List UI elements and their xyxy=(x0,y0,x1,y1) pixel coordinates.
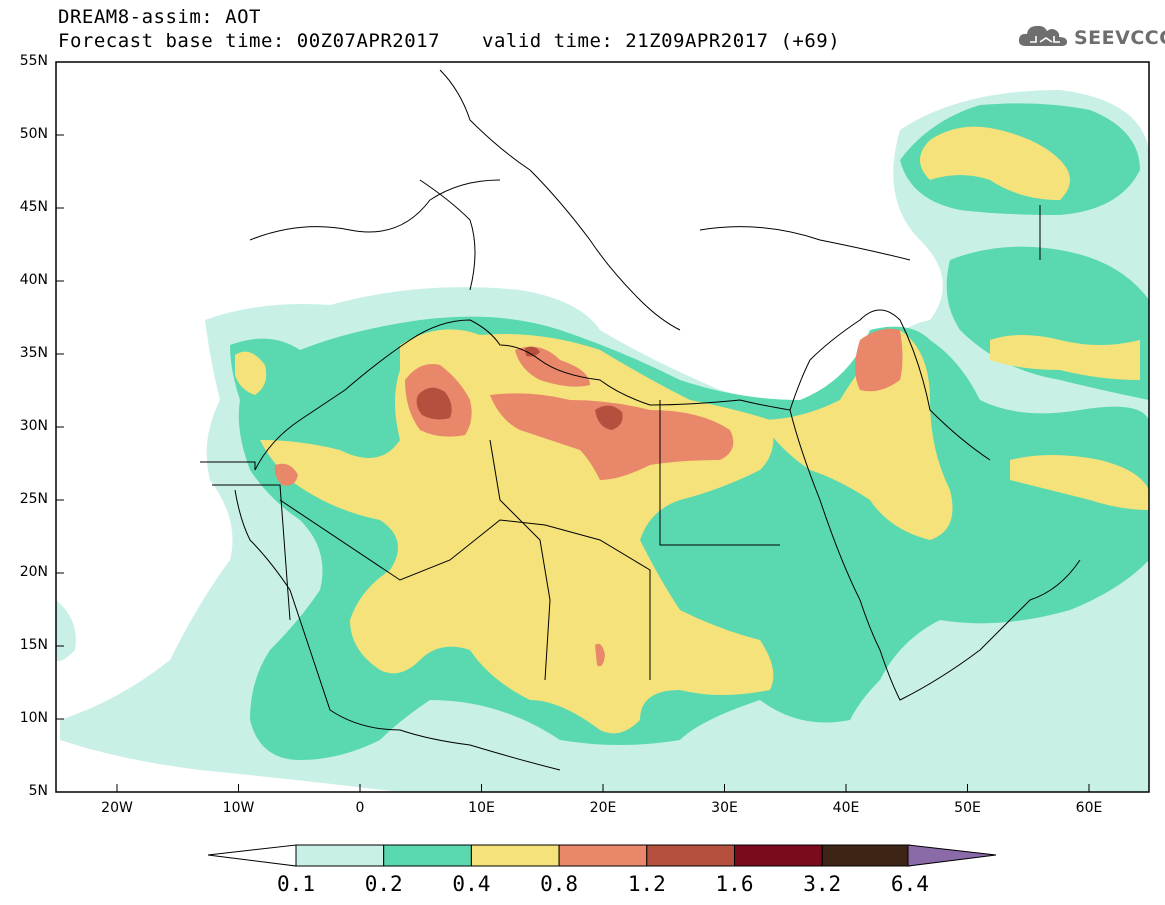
logo: SEEVCCC xyxy=(1018,22,1165,54)
lat-label: 40N xyxy=(19,272,48,288)
lat-label: 20N xyxy=(19,564,48,580)
colorbar-swatch xyxy=(383,844,472,867)
colorbar-swatch xyxy=(734,844,823,867)
lat-label: 30N xyxy=(19,418,48,434)
colorbar-arrow-low xyxy=(207,844,297,867)
lat-label: 5N xyxy=(28,783,48,799)
colorbar-label: 0.8 xyxy=(540,872,579,896)
colorbar-label: 0.4 xyxy=(452,872,491,896)
colorbar xyxy=(207,844,997,867)
lon-label: 10E xyxy=(468,800,495,816)
colorbar-label: 3.2 xyxy=(803,872,842,896)
lon-label: 20W xyxy=(101,800,133,816)
lon-label: 30E xyxy=(711,800,738,816)
lat-label: 10N xyxy=(19,710,48,726)
lon-label: 10W xyxy=(222,800,255,816)
colorbar-swatch xyxy=(821,844,911,867)
colorbar-label: 1.2 xyxy=(627,872,666,896)
colorbar-label: 6.4 xyxy=(890,872,929,896)
lat-label: 35N xyxy=(19,345,48,361)
map-title: DREAM8-assim: AOT xyxy=(58,6,261,28)
forecast-base-time: Forecast base time: 00Z07APR2017 xyxy=(58,30,441,52)
lon-label: 40E xyxy=(832,800,860,816)
lon-label: 20E xyxy=(589,800,617,816)
lon-label: 0 xyxy=(355,800,365,816)
colorbar-swatch xyxy=(295,844,385,867)
lat-label: 15N xyxy=(19,637,48,653)
axis-ticks xyxy=(56,61,1090,793)
logo-text: SEEVCCC xyxy=(1074,27,1165,49)
lat-label: 25N xyxy=(19,491,48,507)
colorbar-swatch xyxy=(558,844,648,867)
colorbar-arrow-high xyxy=(907,844,997,867)
colorbar-label: 0.2 xyxy=(364,872,403,896)
colorbar-swatch xyxy=(470,844,560,867)
valid-time: valid time: 21Z09APR2017 (+69) xyxy=(482,30,841,52)
lat-label: 50N xyxy=(19,126,48,142)
lat-label: 55N xyxy=(19,53,48,69)
colorbar-swatch xyxy=(646,844,735,867)
lat-label: 45N xyxy=(19,199,48,215)
colorbar-label: 0.1 xyxy=(277,872,315,896)
lon-label: 50E xyxy=(954,800,981,816)
aot-level-1.2 xyxy=(416,346,623,430)
colorbar-label: 1.6 xyxy=(715,872,754,896)
aot-field xyxy=(56,90,1149,792)
cloud-icon xyxy=(1018,22,1070,54)
lon-label: 60E xyxy=(1075,800,1103,816)
coastlines xyxy=(200,69,1081,771)
